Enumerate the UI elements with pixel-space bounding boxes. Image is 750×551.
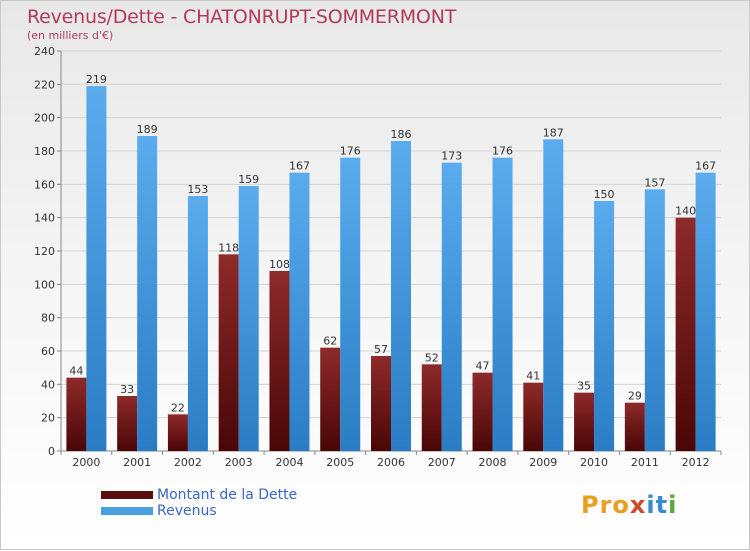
- x-tick-label: 2011: [631, 456, 659, 469]
- revenus-bar-label: 189: [137, 123, 158, 136]
- y-tick-label: 100: [34, 278, 55, 291]
- x-tick-label: 2010: [580, 456, 608, 469]
- x-tick-label: 2009: [529, 456, 557, 469]
- revenus-bar-label: 173: [441, 150, 462, 163]
- revenus-bar: [137, 136, 158, 451]
- y-tick-label: 180: [34, 145, 55, 158]
- dette-bar: [269, 271, 290, 451]
- y-tick-label: 0: [48, 445, 55, 458]
- revenus-bar: [492, 157, 513, 451]
- logo-part-4: i: [668, 491, 678, 519]
- dette-bar: [218, 254, 239, 451]
- dette-bar-label: 140: [675, 205, 696, 218]
- logo-part-3: it: [646, 491, 669, 519]
- dette-bar: [523, 382, 544, 451]
- revenus-bar-label: 187: [543, 126, 564, 139]
- dette-bar: [574, 392, 595, 451]
- x-tick-label: 2004: [275, 456, 303, 469]
- dette-bar-label: 118: [218, 241, 239, 254]
- dette-bar-label: 47: [476, 360, 490, 373]
- revenus-bar-label: 167: [695, 160, 716, 173]
- chart-title: Revenus/Dette - CHATONRUPT-SOMMERMONT: [27, 6, 457, 28]
- y-tick-label: 120: [34, 245, 55, 258]
- revenus-bar: [695, 172, 716, 451]
- revenus-bar-label: 176: [492, 145, 513, 158]
- revenus-bar: [441, 162, 462, 451]
- revenus-bar-label: 186: [391, 128, 412, 141]
- y-tick-label: 200: [34, 112, 55, 125]
- legend-label-revenus: Revenus: [157, 503, 217, 519]
- x-tick-label: 2001: [123, 456, 151, 469]
- dette-bar-label: 44: [69, 365, 83, 378]
- dette-bar-label: 29: [628, 390, 642, 403]
- legend-swatch-revenus: [101, 507, 153, 515]
- dette-bar-label: 33: [120, 383, 134, 396]
- dette-bar: [117, 396, 138, 451]
- y-tick-label: 140: [34, 212, 55, 225]
- logo-part-2: x: [629, 491, 647, 519]
- dette-bar-label: 22: [171, 401, 185, 414]
- dette-bar-label: 62: [323, 335, 337, 348]
- y-tick-label: 240: [34, 45, 55, 58]
- revenus-bar-label: 159: [238, 173, 259, 186]
- dette-bar: [371, 356, 391, 451]
- revenus-bar: [644, 189, 665, 452]
- legend-label-dette: Montant de la Dette: [157, 487, 298, 503]
- revenus-bar: [594, 201, 615, 451]
- dette-bar: [472, 372, 493, 451]
- dette-bar-label: 41: [526, 370, 540, 383]
- proxiti-logo: Proxiti: [581, 491, 677, 519]
- dette-bar-label: 52: [425, 351, 439, 364]
- revenus-bar: [391, 141, 411, 451]
- y-tick-label: 160: [34, 178, 55, 191]
- legend-swatch-dette: [101, 491, 153, 499]
- y-tick-label: 80: [41, 312, 55, 325]
- chart-subtitle: (en milliers d'€): [27, 29, 114, 42]
- dette-bar: [320, 347, 341, 451]
- x-tick-label: 2007: [428, 456, 456, 469]
- x-tick-label: 2006: [377, 456, 405, 469]
- revenus-bar-label: 219: [86, 73, 107, 86]
- dette-bar-label: 35: [577, 380, 591, 393]
- dette-bar-label: 57: [374, 343, 388, 356]
- logo-part-1: Pro: [581, 491, 630, 519]
- revenus-bar: [340, 157, 361, 451]
- dette-bar: [675, 217, 696, 451]
- x-tick-label: 2012: [682, 456, 710, 469]
- revenus-bar: [289, 172, 310, 451]
- x-tick-label: 2002: [174, 456, 202, 469]
- revenus-bar-label: 176: [340, 145, 361, 158]
- y-tick-label: 40: [41, 378, 55, 391]
- revenus-bar: [543, 139, 564, 452]
- revenus-bar-label: 153: [187, 183, 208, 196]
- dette-bar: [167, 414, 188, 451]
- dette-bar-label: 108: [269, 258, 290, 271]
- y-tick-label: 220: [34, 78, 55, 91]
- y-tick-label: 60: [41, 345, 55, 358]
- x-tick-label: 2000: [72, 456, 100, 469]
- dette-bar: [66, 377, 87, 451]
- dette-bar: [624, 402, 645, 451]
- revenus-bar-label: 150: [594, 188, 615, 201]
- revenus-bar-label: 157: [644, 176, 665, 189]
- y-tick-label: 20: [41, 412, 55, 425]
- x-tick-label: 2005: [326, 456, 354, 469]
- revenus-bar: [238, 186, 259, 451]
- revenus-bar: [187, 196, 208, 451]
- revenus-bar-label: 167: [289, 160, 310, 173]
- x-tick-label: 2003: [225, 456, 253, 469]
- x-tick-label: 2008: [479, 456, 507, 469]
- dette-bar: [421, 364, 442, 451]
- revenus-bar: [86, 86, 107, 451]
